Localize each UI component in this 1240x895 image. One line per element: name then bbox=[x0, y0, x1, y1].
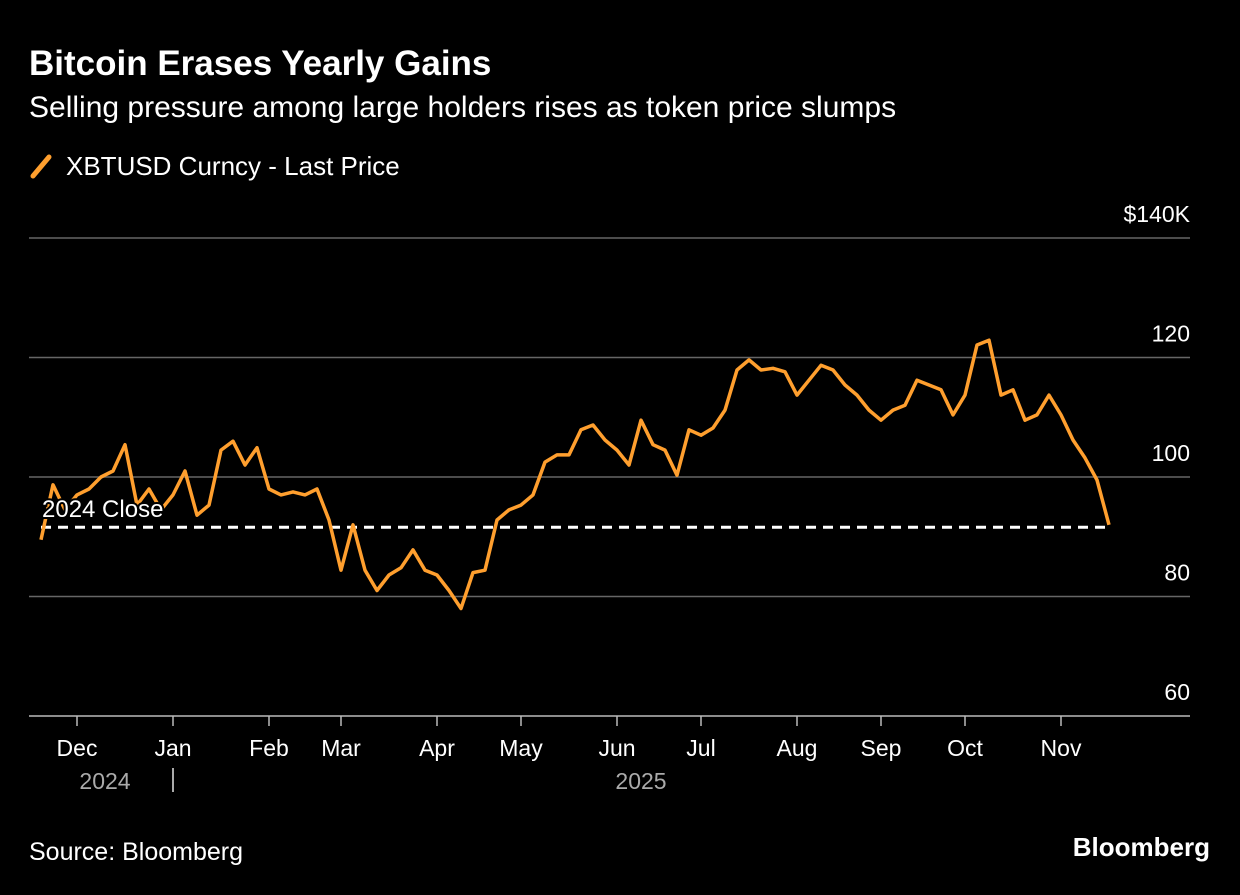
y-tick-label: 120 bbox=[1152, 321, 1190, 347]
chart-subtitle: Selling pressure among large holders ris… bbox=[29, 91, 896, 124]
x-tick-label: Oct bbox=[947, 735, 983, 761]
x-tick-label: Jul bbox=[686, 735, 715, 761]
brand: Bloomberg bbox=[1073, 832, 1210, 862]
legend-swatch bbox=[30, 154, 52, 179]
y-tick-label: 100 bbox=[1152, 440, 1190, 466]
x-tick-label: Feb bbox=[249, 735, 289, 761]
y-tick-label: $140K bbox=[1123, 201, 1190, 227]
chart-title: Bitcoin Erases Yearly Gains bbox=[29, 44, 491, 83]
x-tick-label: Jan bbox=[154, 735, 191, 761]
year-label: 2025 bbox=[615, 768, 666, 794]
x-tick-label: Nov bbox=[1041, 735, 1082, 761]
x-tick-label: Dec bbox=[57, 735, 98, 761]
year-label: 2024 bbox=[79, 768, 130, 794]
x-tick-label: May bbox=[499, 735, 543, 761]
y-tick-label: 80 bbox=[1164, 560, 1190, 586]
x-tick-label: Sep bbox=[861, 735, 902, 761]
reference-label: 2024 Close bbox=[42, 496, 163, 523]
legend-label: XBTUSD Curncy - Last Price bbox=[66, 151, 400, 181]
source: Source: Bloomberg bbox=[29, 838, 243, 866]
x-tick-label: Aug bbox=[777, 735, 818, 761]
x-tick-label: Mar bbox=[321, 735, 361, 761]
x-tick-label: Jun bbox=[598, 735, 635, 761]
x-tick-label: Apr bbox=[419, 735, 455, 761]
y-tick-label: 60 bbox=[1164, 679, 1190, 705]
price-line bbox=[39, 338, 1111, 611]
